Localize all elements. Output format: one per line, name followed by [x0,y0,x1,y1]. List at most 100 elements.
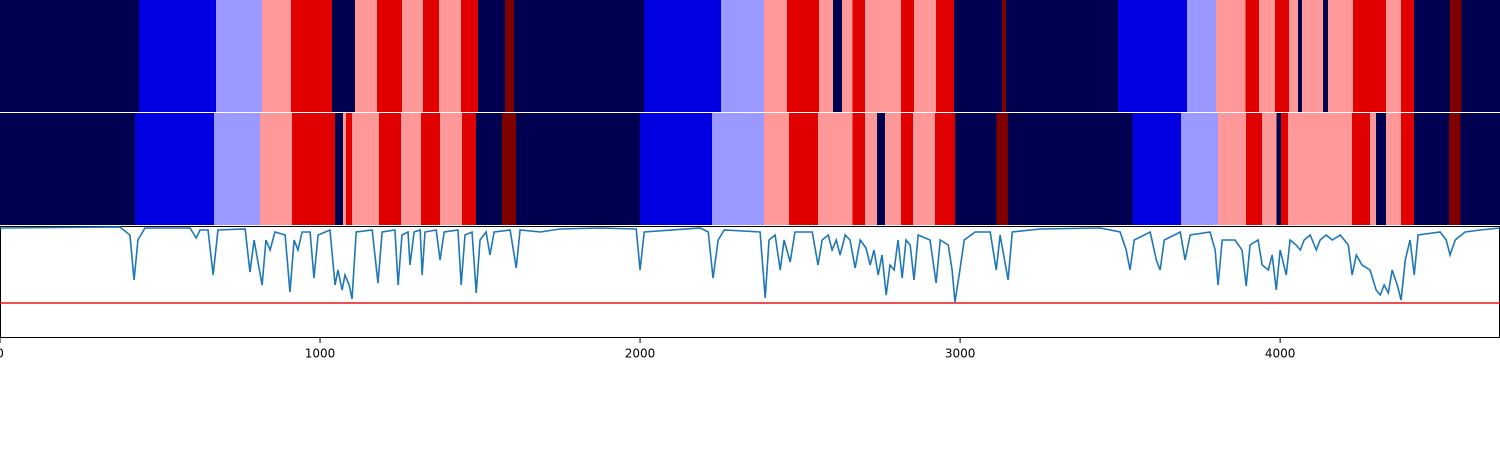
segment [913,113,936,225]
segment [1276,113,1282,225]
segment [914,0,937,112]
segment [1302,0,1324,112]
x-tick-label: 4000 [1265,347,1296,361]
signal-line [0,226,1500,303]
segment [378,113,402,225]
segment [643,0,722,112]
segment [1323,0,1329,112]
segment [1352,113,1371,225]
segment [1132,113,1182,225]
segment [421,113,441,225]
segment [478,0,506,112]
segment [721,0,765,112]
segment [462,113,477,225]
x-tick-label: 1000 [305,347,336,361]
segment [1298,0,1303,112]
segment [1006,0,1119,112]
segment [1414,113,1450,225]
segment [1289,0,1299,112]
signal-plot [0,226,1500,338]
segment [1386,0,1402,112]
segment [1216,0,1246,112]
segment [852,113,866,225]
segment [1275,0,1290,112]
segment [343,113,346,225]
x-axis: 0 1000 2000 3000 4000 [0,338,1295,361]
segment [1414,0,1451,112]
segment [502,113,517,225]
segment [901,113,914,225]
segment [1118,0,1188,112]
segment [1401,0,1415,112]
segment [1386,113,1402,225]
segment [1181,113,1219,225]
segment [439,0,462,112]
segment [877,113,886,225]
segment [260,113,293,225]
segment [786,0,819,112]
segment [1259,0,1276,112]
segment [0,113,136,225]
segment [292,113,336,225]
segment [440,113,463,225]
segment [505,0,514,112]
segment [1262,113,1277,225]
segment [640,113,713,225]
segment-bands [0,0,1500,225]
segment [1370,113,1377,225]
segment [842,0,853,112]
segment [461,0,479,112]
segment [335,113,344,225]
segment [1450,0,1462,112]
segment [885,113,902,225]
segment [833,0,843,112]
segment [423,0,440,112]
segment [954,113,997,225]
segment [764,0,787,112]
segment [214,113,261,225]
segment [1246,113,1263,225]
segment [138,0,217,112]
segment [1281,113,1289,225]
segment [865,0,902,112]
segment [1002,0,1007,112]
segment [331,0,355,112]
segment [354,0,378,112]
segment [818,0,834,112]
segment [764,113,790,225]
segment [954,0,1003,112]
segment [852,0,866,112]
segment [1353,0,1387,112]
segment [1461,0,1500,112]
segment [345,113,353,225]
segment [865,113,878,225]
segment [476,113,503,225]
segment [290,0,332,112]
segment [1449,113,1461,225]
x-tick-label: 2000 [625,347,656,361]
segment [996,113,1009,225]
x-tick-label: 3000 [945,347,976,361]
segment [712,113,765,225]
segment [1008,113,1133,225]
segment [935,113,955,225]
segment [1288,113,1353,225]
segment [1245,0,1260,112]
segment [216,0,263,112]
segment [401,0,424,112]
segment [1187,0,1217,112]
segment [352,113,379,225]
segment [262,0,291,112]
x-tick-label: 0 [0,347,4,361]
segment [1218,113,1247,225]
segment [401,113,422,225]
segment [1328,0,1354,112]
segment [1460,113,1500,225]
segment [936,0,955,112]
segment [377,0,402,112]
segment [0,0,139,112]
segment [901,0,915,112]
segment [135,113,215,225]
segment [818,113,853,225]
